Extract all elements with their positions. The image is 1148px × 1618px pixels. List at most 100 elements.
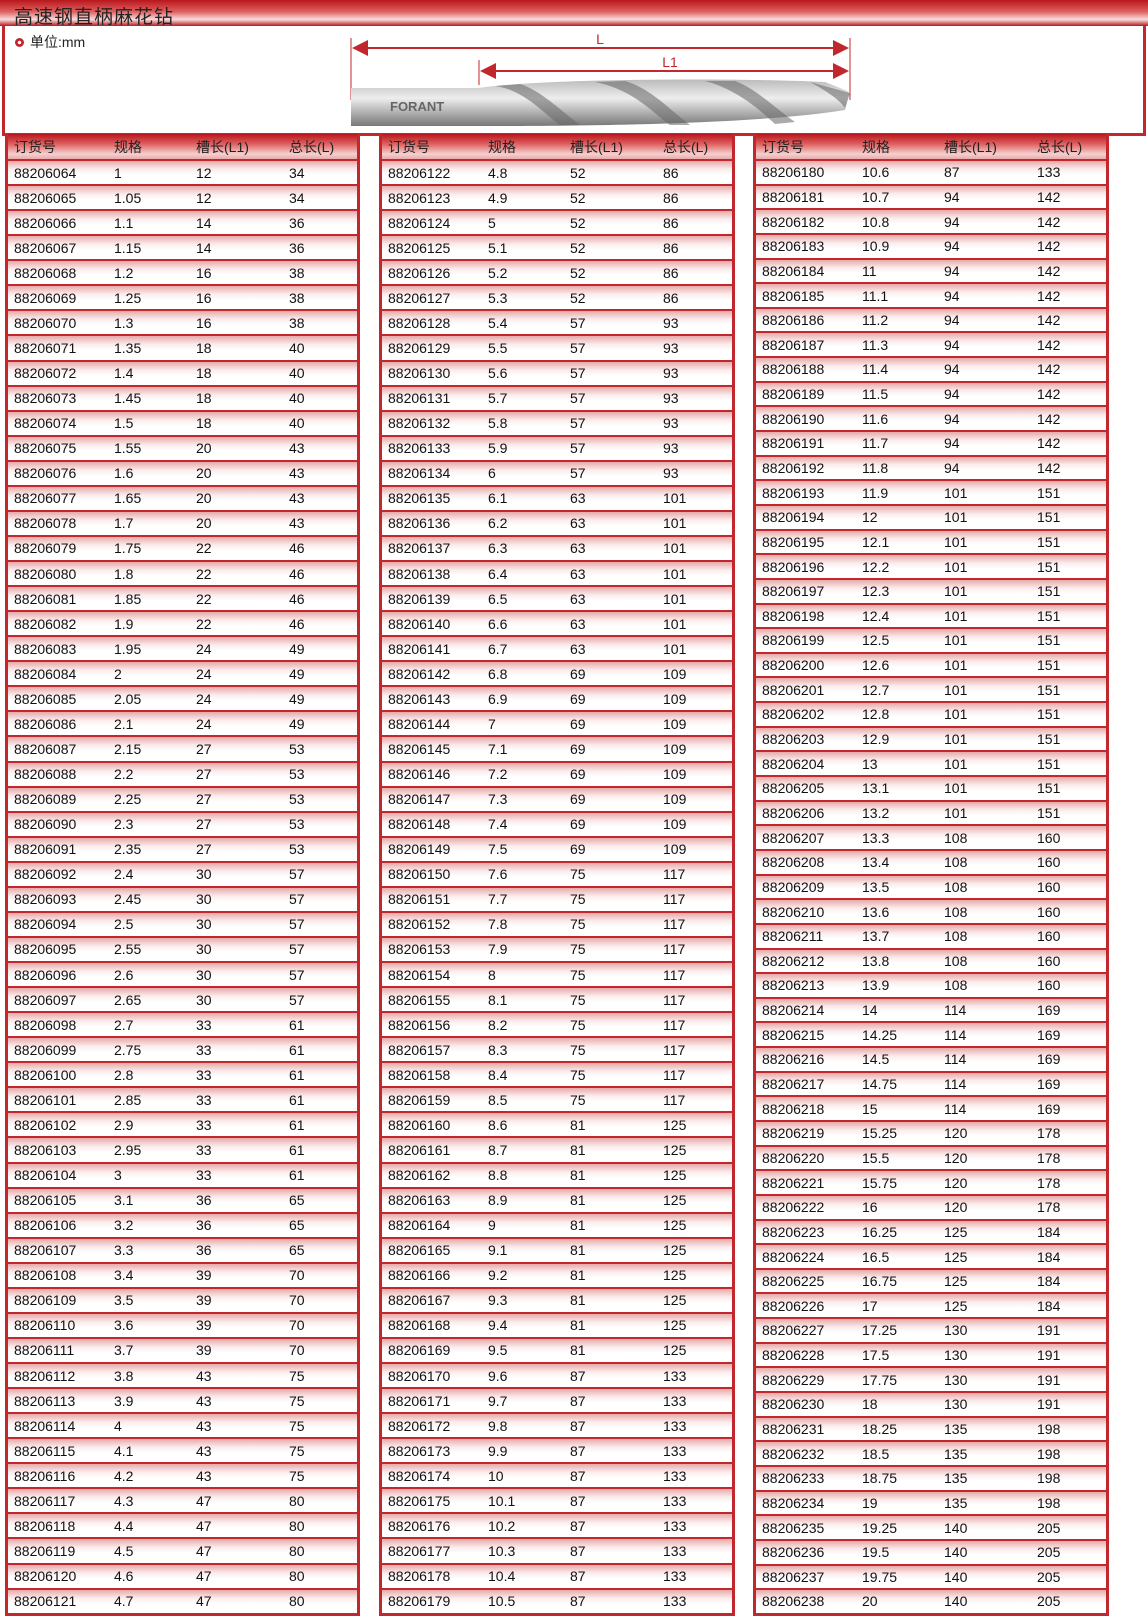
table-header: 订货号 规格 槽长(L1) 总长(L) (382, 134, 732, 159)
cell-order-number: 88206144 (388, 715, 451, 732)
cell-total-length: 191 (1037, 1347, 1061, 1364)
cell-spec: 18.25 (862, 1420, 898, 1437)
cell-flute-length: 52 (570, 164, 586, 181)
cell-flute-length: 30 (196, 891, 212, 908)
cell-spec: 2.9 (114, 1116, 134, 1133)
cell-spec: 14 (862, 1002, 878, 1019)
cell-flute-length: 101 (944, 632, 968, 649)
table-body: 88206064 1 12 34 88206065 1.05 12 34 88206066 1.1… (8, 159, 357, 1613)
cell-spec: 8.7 (488, 1141, 508, 1158)
cell-spec: 4.7 (114, 1593, 134, 1610)
cell-flute-length: 81 (570, 1317, 586, 1334)
table-row: 88206176 10.2 87 133 (382, 1512, 732, 1538)
cell-spec: 18.5 (862, 1445, 890, 1462)
cell-spec: 16.5 (862, 1248, 890, 1265)
cell-total-length: 160 (1037, 928, 1061, 945)
cell-spec: 9.6 (488, 1367, 508, 1384)
cell-total-length: 38 (289, 289, 305, 306)
table-row: 88206213 13.9 108 160 (756, 972, 1106, 997)
cell-total-length: 178 (1037, 1199, 1061, 1216)
cell-flute-length: 57 (570, 440, 586, 457)
cell-spec: 2.75 (114, 1041, 142, 1058)
table-row: 88206203 12.9 101 151 (756, 725, 1106, 751)
cell-spec: 11.1 (862, 287, 889, 304)
cell-order-number: 88206214 (762, 1002, 825, 1019)
cell-total-length: 133 (663, 1392, 687, 1409)
cell-order-number: 88206208 (762, 854, 825, 871)
cell-total-length: 133 (663, 1542, 687, 1559)
cell-spec: 7.4 (488, 816, 508, 833)
cell-flute-length: 94 (944, 410, 960, 427)
cell-flute-length: 27 (196, 766, 212, 783)
cell-total-length: 125 (663, 1342, 687, 1359)
cell-spec: 1.25 (114, 289, 142, 306)
cell-total-length: 109 (663, 690, 687, 707)
cell-total-length: 34 (289, 164, 305, 181)
cell-total-length: 70 (289, 1317, 305, 1334)
cell-order-number: 88206216 (762, 1051, 825, 1068)
cell-total-length: 117 (663, 1091, 686, 1108)
table-row: 88206095 2.55 30 57 (8, 935, 357, 961)
cell-flute-length: 47 (196, 1542, 212, 1559)
table-row: 88206086 2.1 24 49 (8, 710, 357, 736)
cell-total-length: 117 (663, 1066, 686, 1083)
cell-spec: 4.8 (488, 164, 508, 181)
header-order-number: 订货号 (14, 138, 56, 155)
cell-order-number: 88206228 (762, 1347, 825, 1364)
table-row: 88206120 4.6 47 80 (8, 1562, 357, 1588)
cell-order-number: 88206220 (762, 1149, 825, 1166)
cell-spec: 2.8 (114, 1066, 134, 1083)
cell-total-length: 205 (1037, 1568, 1061, 1585)
cell-total-length: 46 (289, 615, 305, 632)
cell-total-length: 125 (663, 1292, 687, 1309)
cell-total-length: 65 (289, 1192, 305, 1209)
cell-total-length: 142 (1037, 361, 1061, 378)
cell-flute-length: 87 (570, 1392, 586, 1409)
table-row: 88206206 13.2 101 151 (756, 799, 1106, 825)
cell-order-number: 88206233 (762, 1470, 825, 1487)
cell-spec: 2.5 (114, 916, 134, 933)
cell-flute-length: 120 (944, 1125, 968, 1142)
table-row: 88206126 5.2 52 86 (382, 259, 732, 285)
table-row: 88206230 18 130 191 (756, 1391, 1106, 1416)
cell-total-length: 133 (663, 1417, 687, 1434)
table-row: 88206190 11.6 94 142 (756, 405, 1106, 431)
cell-spec: 13.1 (862, 780, 890, 797)
cell-flute-length: 125 (944, 1248, 968, 1265)
cell-order-number: 88206112 (14, 1367, 76, 1384)
cell-order-number: 88206091 (14, 841, 77, 858)
cell-spec: 7.1 (488, 740, 508, 757)
cell-order-number: 88206129 (388, 339, 451, 356)
cell-total-length: 117 (663, 1041, 686, 1058)
cell-flute-length: 24 (196, 640, 212, 657)
cell-flute-length: 16 (196, 289, 212, 306)
table-col-1: 订货号 规格 槽长(L1) 总长(L) 88206064 1 12 34 88206065 1.0… (5, 134, 360, 1616)
table-row: 88206166 9.2 81 125 (382, 1261, 732, 1287)
cell-order-number: 88206219 (762, 1125, 825, 1142)
cell-order-number: 88206110 (14, 1317, 76, 1334)
table-body: 88206180 10.6 87 133 88206181 10.7 94 142 882061… (756, 159, 1106, 1613)
cell-order-number: 88206232 (762, 1445, 825, 1462)
table-row: 88206220 15.5 120 178 (756, 1144, 1106, 1170)
cell-order-number: 88206132 (388, 415, 451, 432)
cell-order-number: 88206237 (762, 1568, 825, 1585)
table-row: 88206207 13.3 108 160 (756, 824, 1106, 849)
cell-flute-length: 47 (196, 1492, 212, 1509)
cell-order-number: 88206152 (388, 916, 451, 933)
header-flute-length: 槽长(L1) (944, 138, 997, 155)
cell-order-number: 88206077 (14, 490, 77, 507)
table-row: 88206236 19.5 140 205 (756, 1538, 1106, 1564)
cell-flute-length: 87 (570, 1593, 586, 1610)
cell-order-number: 88206075 (14, 440, 77, 457)
table-row: 88206169 9.5 81 125 (382, 1336, 732, 1362)
cell-spec: 5.9 (488, 440, 508, 457)
cell-total-length: 117 (663, 966, 686, 983)
cell-spec: 1 (114, 164, 122, 181)
cell-total-length: 93 (663, 440, 679, 457)
cell-total-length: 205 (1037, 1544, 1061, 1561)
cell-flute-length: 125 (944, 1273, 968, 1290)
table-row: 88206091 2.35 27 53 (8, 835, 357, 861)
cell-flute-length: 81 (570, 1192, 586, 1209)
table-row: 88206227 17.25 130 191 (756, 1317, 1106, 1342)
cell-spec: 9.9 (488, 1442, 508, 1459)
